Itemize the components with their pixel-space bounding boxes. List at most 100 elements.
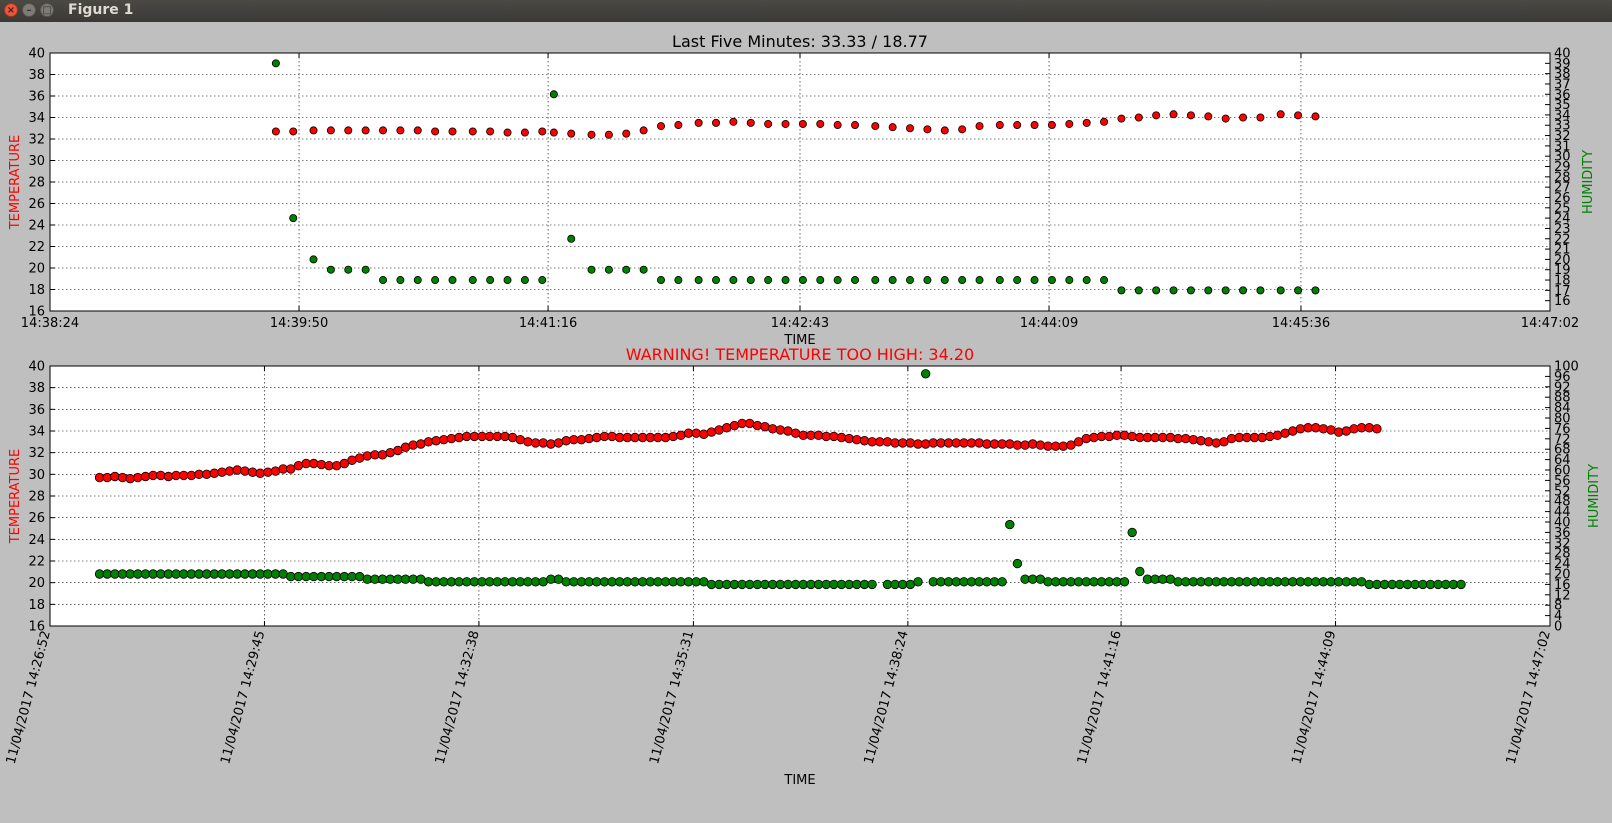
chart2-ytick-right-label: 68 xyxy=(1554,443,1571,458)
chart1-temperature-point xyxy=(746,118,755,127)
chart1-humidity-point xyxy=(271,59,280,68)
chart2-temperature-point xyxy=(331,460,342,471)
chart2-ytick-label: 22 xyxy=(28,555,45,570)
chart1-humidity-point xyxy=(431,276,440,285)
chart1-humidity-point xyxy=(639,265,648,274)
chart2-ytick-right-label: 0 xyxy=(1554,620,1562,635)
chart2-ytick-label: 26 xyxy=(28,511,45,526)
chart1-x-axis-label: TIME xyxy=(783,333,815,348)
chart1-humidity-point xyxy=(764,276,773,285)
chart1-humidity-point xyxy=(1030,276,1039,285)
chart2-temperature-point xyxy=(836,432,847,443)
chart2-ytick-right-label: 12 xyxy=(1554,588,1571,603)
chart1-ytick-right-label: 20 xyxy=(1554,253,1571,268)
chart2-temperature-point xyxy=(439,434,449,445)
chart1-ytick-right-label: 27 xyxy=(1554,181,1571,196)
chart2-ytick-right-label: 76 xyxy=(1554,422,1571,437)
chart1-temperature-point xyxy=(940,126,949,135)
chart2-temperature-point xyxy=(1165,432,1176,443)
chart2-temperature-point xyxy=(117,472,128,483)
chart1-humidity-point xyxy=(729,276,738,285)
chart1-temperature-point xyxy=(923,125,932,134)
chart2-temperature-point xyxy=(775,425,786,435)
chart1-humidity-point xyxy=(468,276,477,285)
chart2-temperature-point xyxy=(1127,431,1137,442)
chart1-humidity-point xyxy=(657,276,666,285)
chart2-temperature-point xyxy=(1196,436,1206,446)
chart2-temperature-point xyxy=(1188,434,1199,445)
chart1-temperature-point xyxy=(816,119,825,128)
chart2-temperature-point xyxy=(102,472,112,483)
chart1-humidity-point xyxy=(1169,286,1178,295)
chart1-ytick-right-label: 17 xyxy=(1554,284,1571,299)
chart2-temperature-point xyxy=(515,434,525,445)
chart2-temperature-point xyxy=(1181,433,1191,444)
chart2-temperature-point xyxy=(576,434,587,445)
close-icon: × xyxy=(6,5,16,16)
chart1-temperature-point xyxy=(1082,118,1091,127)
chart1-temperature-point xyxy=(1065,119,1074,128)
chart2-temperature-point xyxy=(714,425,724,435)
chart2-temperature-point xyxy=(592,432,602,443)
chart2-temperature-point xyxy=(201,469,212,480)
chart1-humidity-point xyxy=(361,265,370,274)
chart2-humidity-point xyxy=(997,577,1007,587)
chart2-xtick-label: 11/04/2017 14:32:38 xyxy=(433,629,483,766)
maximize-window-button[interactable]: □ xyxy=(40,3,54,17)
close-window-button[interactable]: × xyxy=(4,3,18,17)
chart2-temperature-point xyxy=(523,437,533,447)
chart2-temperature-point xyxy=(660,432,671,443)
minimize-icon: – xyxy=(26,5,32,16)
chart2-temperature-point xyxy=(882,437,893,447)
chart1-temperature-point xyxy=(503,128,512,137)
chart2-temperature-point xyxy=(1211,438,1222,448)
chart1-temperature-point xyxy=(871,122,880,131)
chart1-ytick-right-label: 38 xyxy=(1554,67,1571,82)
chart1-temperature-point xyxy=(906,124,915,133)
chart1-temperature-point xyxy=(604,130,613,139)
chart2-humidity-point xyxy=(913,577,923,587)
chart1-temperature-point xyxy=(712,118,721,127)
chart2-temperature-point xyxy=(454,432,464,443)
chart1-humidity-point xyxy=(289,214,298,223)
chart2-temperature-point xyxy=(1257,432,1267,443)
chart1-humidity-point xyxy=(712,276,721,285)
chart1-ytick-right-label: 39 xyxy=(1554,57,1571,72)
chart1-temperature-point xyxy=(1294,111,1303,120)
maximize-icon: □ xyxy=(42,5,52,16)
chart2-humidity-point xyxy=(1119,577,1130,587)
chart2-ytick-right-label: 44 xyxy=(1554,505,1571,520)
chart2-temperature-point xyxy=(1272,430,1283,441)
chart2-temperature-point xyxy=(1020,440,1030,450)
chart2-ytick-right-label: 24 xyxy=(1554,557,1571,572)
chart1-humidity-point xyxy=(781,276,790,285)
chart1-humidity-point xyxy=(1013,276,1022,285)
figure-canvas: 16 18 20 22 24 26 28 30 32 34 36 38 40 16 17 18 19 20 21 22… xyxy=(0,22,1612,823)
chart1-humidity-point xyxy=(549,90,558,99)
chart1-humidity-point xyxy=(413,276,422,285)
chart2-ytick-right-label: 40 xyxy=(1554,516,1571,531)
chart1-humidity-point xyxy=(906,276,915,285)
chart2-temperature-point xyxy=(783,426,793,436)
chart2-temperature-point xyxy=(829,431,839,442)
chart1-humidity-point xyxy=(1239,286,1248,295)
minimize-window-button[interactable]: – xyxy=(22,3,36,17)
chart1-ytick-right-label: 16 xyxy=(1554,294,1571,309)
chart1-temperature-point xyxy=(851,121,860,130)
chart2-temperature-point xyxy=(1005,439,1015,449)
chart2-temperature-point xyxy=(1119,430,1130,441)
chart1-ytick-right-label: 37 xyxy=(1554,77,1571,92)
chart2-xtick-label: 11/04/2017 14:26:52 xyxy=(4,629,54,766)
chart1-humidity-point xyxy=(309,255,318,264)
chart1-humidity-point xyxy=(888,276,897,285)
chart1-humidity-point xyxy=(940,276,949,285)
chart1-humidity-point xyxy=(995,276,1004,285)
chart1-ytick-right-label: 30 xyxy=(1554,150,1571,165)
chart1-humidity-point xyxy=(486,276,495,285)
chart2-ytick-right-label: 16 xyxy=(1554,578,1571,593)
chart1-humidity-point xyxy=(396,276,405,285)
chart2-humidity-point xyxy=(1005,519,1015,530)
chart1-humidity-point xyxy=(923,276,932,285)
chart1-humidity-point xyxy=(344,265,353,274)
chart2-temperature-point xyxy=(240,466,250,476)
